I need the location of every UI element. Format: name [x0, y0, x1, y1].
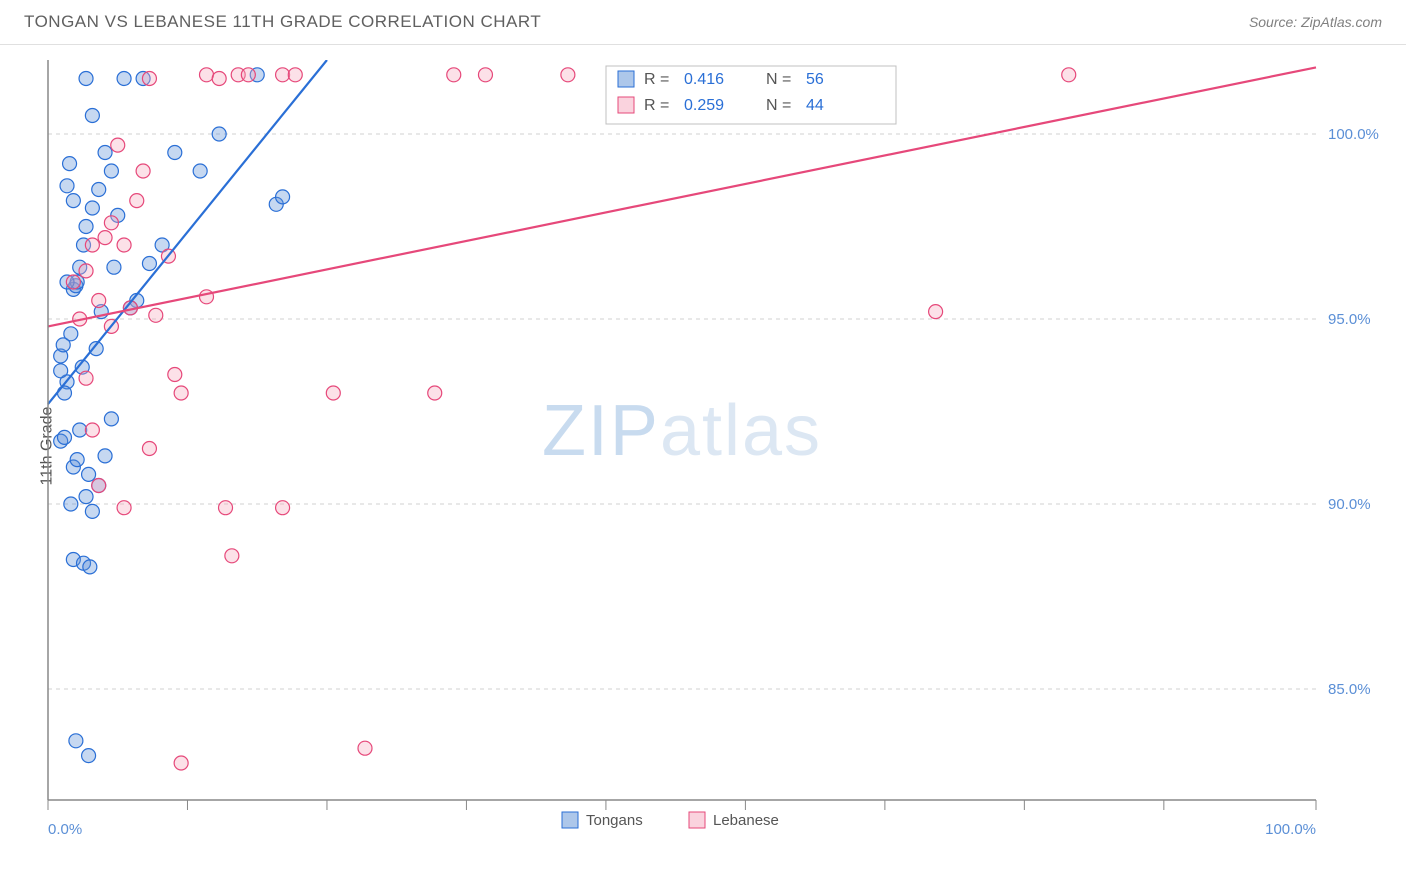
data-point [98, 449, 112, 463]
data-point [82, 749, 96, 763]
data-point [69, 734, 83, 748]
data-point [79, 220, 93, 234]
legend-r-label: R = [644, 97, 669, 114]
data-point [276, 68, 290, 82]
data-point [64, 497, 78, 511]
data-point [63, 157, 77, 171]
data-point [79, 371, 93, 385]
data-point [1062, 68, 1076, 82]
series-swatch [562, 812, 578, 828]
data-point [98, 146, 112, 160]
data-point [83, 560, 97, 574]
data-point [200, 290, 214, 304]
data-point [241, 68, 255, 82]
data-point [98, 231, 112, 245]
data-point [168, 146, 182, 160]
data-point [478, 68, 492, 82]
data-point [193, 164, 207, 178]
series-swatch [689, 812, 705, 828]
data-point [447, 68, 461, 82]
data-point [174, 386, 188, 400]
plot-area: ZIPatlas 0.0% 100.0% 85.0% 90.0% 95.0% 100.0% R… [46, 60, 1396, 842]
watermark: ZIPatlas [542, 391, 822, 471]
data-point [212, 72, 226, 86]
legend-r-label: R = [644, 71, 669, 88]
data-point [288, 68, 302, 82]
data-point [136, 164, 150, 178]
y-tick-label: 95.0% [1328, 311, 1371, 328]
data-point [200, 68, 214, 82]
data-point [92, 183, 106, 197]
data-point [276, 501, 290, 515]
legend-n-value: 56 [806, 71, 824, 88]
source-label: Source: ZipAtlas.com [1249, 14, 1382, 30]
data-point [64, 327, 78, 341]
scatter-svg: ZIPatlas 0.0% 100.0% 85.0% 90.0% 95.0% 100.0% R… [46, 60, 1396, 842]
data-point [70, 453, 84, 467]
data-point [130, 194, 144, 208]
y-tick-label: 85.0% [1328, 681, 1371, 698]
data-point [85, 504, 99, 518]
data-point [276, 190, 290, 204]
data-point [92, 479, 106, 493]
legend-swatch [618, 97, 634, 113]
data-point [117, 501, 131, 515]
legend-n-label: N = [766, 97, 791, 114]
data-point [60, 179, 74, 193]
data-point [104, 412, 118, 426]
series-label: Lebanese [713, 812, 779, 829]
legend-n-value: 44 [806, 97, 824, 114]
data-point [104, 216, 118, 230]
data-point [79, 490, 93, 504]
data-point [168, 368, 182, 382]
data-point [174, 756, 188, 770]
data-point [142, 72, 156, 86]
chart-title: TONGAN VS LEBANESE 11TH GRADE CORRELATIO… [24, 12, 541, 32]
y-tick-label: 100.0% [1328, 126, 1379, 143]
data-point [66, 275, 80, 289]
data-point [142, 442, 156, 456]
data-point [219, 501, 233, 515]
data-point [92, 294, 106, 308]
legend-swatch [618, 71, 634, 87]
data-point [54, 364, 68, 378]
y-tick-label: 90.0% [1328, 496, 1371, 513]
legend-r-value: 0.416 [684, 71, 724, 88]
data-point [561, 68, 575, 82]
data-point [85, 109, 99, 123]
data-point [212, 127, 226, 141]
data-point [79, 264, 93, 278]
series-label: Tongans [586, 812, 643, 829]
data-point [929, 305, 943, 319]
data-point [85, 238, 99, 252]
data-point [57, 430, 71, 444]
data-point [104, 164, 118, 178]
data-point [142, 257, 156, 271]
data-point [117, 238, 131, 252]
data-point [66, 194, 80, 208]
data-point [149, 308, 163, 322]
data-point [117, 72, 131, 86]
legend-n-label: N = [766, 71, 791, 88]
data-point [428, 386, 442, 400]
data-point [85, 423, 99, 437]
data-point [82, 467, 96, 481]
header: TONGAN VS LEBANESE 11TH GRADE CORRELATIO… [0, 0, 1406, 45]
x-tick-label: 100.0% [1265, 821, 1316, 838]
data-point [225, 549, 239, 563]
data-point [326, 386, 340, 400]
data-point [107, 260, 121, 274]
data-point [358, 741, 372, 755]
legend-r-value: 0.259 [684, 97, 724, 114]
data-point [111, 138, 125, 152]
data-point [79, 72, 93, 86]
data-point [73, 423, 87, 437]
data-point [85, 201, 99, 215]
x-tick-label: 0.0% [48, 821, 82, 838]
